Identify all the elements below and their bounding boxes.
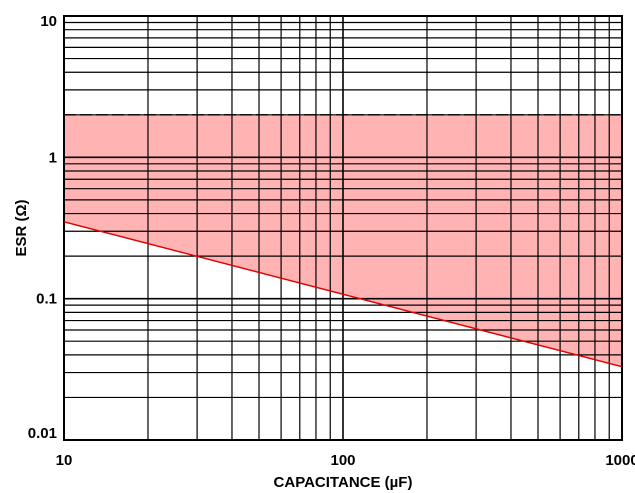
- y-tick-label: 0.01: [28, 425, 57, 442]
- y-tick-label: 10: [40, 13, 57, 30]
- x-tick-label: 100: [330, 452, 355, 469]
- plot-frame: [63, 15, 623, 441]
- y-tick-label: 1: [49, 149, 57, 166]
- lower-esr-limit-line: [63, 221, 623, 368]
- x-tick-label: 1000: [605, 452, 635, 469]
- x-tick-label: 10: [56, 452, 73, 469]
- tick-labels-layer: 10 100 1000 10 1 0.1 0.01: [28, 13, 635, 469]
- x-axis-title: CAPACITANCE (µF): [274, 474, 413, 491]
- y-tick-label: 0.1: [36, 291, 57, 308]
- boundary-lines-layer: [63, 114, 623, 368]
- y-axis-title: ESR (Ω): [13, 199, 30, 256]
- grid-layer: [63, 15, 623, 441]
